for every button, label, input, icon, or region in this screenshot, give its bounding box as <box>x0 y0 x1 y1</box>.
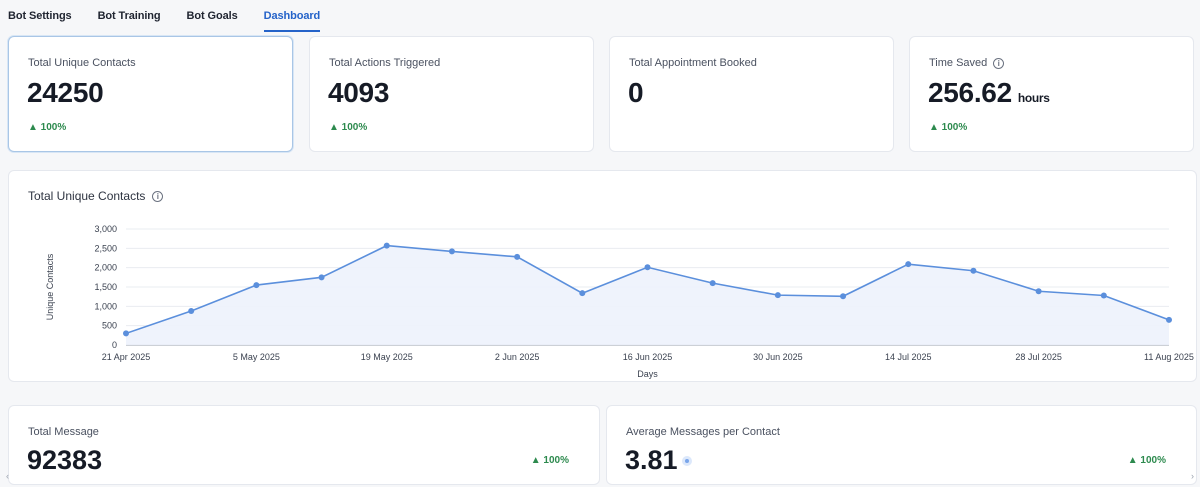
chart-data-point <box>905 261 912 268</box>
chart-data-point <box>383 242 390 249</box>
chart-data-point <box>644 264 651 271</box>
chart-data-point <box>774 292 781 299</box>
tab-bot-training[interactable]: Bot Training <box>97 10 161 22</box>
stat-value: 256.62 hours <box>928 77 1050 109</box>
stat-value-number: 3.81 <box>625 445 678 475</box>
chart-x-tick-label: 19 May 2025 <box>361 352 413 362</box>
chart-x-tick-label: 21 Apr 2025 <box>102 352 151 362</box>
stat-card-unique-contacts[interactable]: Total Unique Contacts 24250 ▲ 100% <box>8 36 293 152</box>
chart-y-tick-label: 1,500 <box>94 282 117 292</box>
chart-y-tick-label: 500 <box>102 321 117 331</box>
info-icon[interactable]: i <box>152 190 164 202</box>
chart-data-point <box>1100 292 1107 299</box>
stat-card-avg-messages[interactable]: Average Messages per Contact 3.81 ▲ 100% <box>606 405 1197 485</box>
stat-title: Average Messages per Contact <box>626 426 780 438</box>
chart-data-point <box>448 248 455 255</box>
chart-data-point <box>1035 288 1042 295</box>
scroll-right-icon[interactable]: › <box>1191 471 1194 481</box>
stat-value: 4093 <box>328 77 390 108</box>
chart-y-tick-label: 0 <box>112 340 117 350</box>
stat-change: ▲ 100% <box>28 122 67 133</box>
chart-data-point <box>579 290 586 297</box>
chart-y-tick-label: 2,500 <box>94 243 117 253</box>
chart-y-tick-label: 2,000 <box>94 263 117 273</box>
stat-value: 3.81 <box>625 445 692 476</box>
chart-data-point <box>1166 316 1172 323</box>
chart-x-tick-label: 2 Jun 2025 <box>495 352 540 362</box>
chart-data-point <box>253 282 260 289</box>
stat-card-appointments-booked[interactable]: Total Appointment Booked 0 <box>609 36 894 152</box>
chart-y-tick-label: 1,000 <box>94 301 117 311</box>
chart-title: Total Unique Contacts i <box>28 189 164 203</box>
stat-value: 92383 <box>27 445 103 475</box>
chart-title-text: Total Unique Contacts <box>28 189 146 203</box>
stat-title: Total Appointment Booked <box>629 57 757 69</box>
chart-x-axis-label: Days <box>637 369 658 379</box>
stat-title: Time Saved i <box>929 57 1005 69</box>
chart-x-tick-label: 14 Jul 2025 <box>885 352 932 362</box>
chart-y-axis-label: Unique Contacts <box>45 253 55 320</box>
chart-x-tick-label: 30 Jun 2025 <box>753 352 803 362</box>
stat-change: ▲ 100% <box>929 122 968 133</box>
info-icon[interactable]: i <box>993 57 1005 69</box>
stat-value: 0 <box>628 77 644 108</box>
chart-data-point <box>514 253 521 260</box>
stat-card-actions-triggered[interactable]: Total Actions Triggered 4093 ▲ 100% <box>309 36 594 152</box>
scroll-left-icon[interactable]: ‹ <box>6 471 9 481</box>
stat-title: Total Actions Triggered <box>329 57 441 69</box>
stat-value-number: 256.62 <box>928 77 1012 108</box>
tab-bot-goals[interactable]: Bot Goals <box>186 10 238 22</box>
chart-data-point <box>318 274 325 281</box>
chart-data-point <box>709 280 716 287</box>
status-dot-icon <box>681 455 692 466</box>
stat-change: ▲ 100% <box>329 122 368 133</box>
chart-area-fill <box>126 245 1169 345</box>
stat-card-time-saved[interactable]: Time Saved i 256.62 hours ▲ 100% <box>909 36 1194 152</box>
stat-title: Total Unique Contacts <box>28 57 136 69</box>
stat-card-total-message[interactable]: Total Message 92383 ▲ 100% <box>8 405 600 485</box>
chart-data-point <box>123 330 129 337</box>
stat-title-text: Time Saved <box>929 57 988 69</box>
chart-x-tick-label: 28 Jul 2025 <box>1015 352 1062 362</box>
stat-value: 24250 <box>27 77 104 108</box>
chart-data-point <box>840 293 847 300</box>
unique-contacts-chart: 0 500 1,000 1,500 2,000 2,500 3,000 21 Apr 2025… <box>45 224 1194 379</box>
tab-bar: Bot Settings Bot Training Bot Goals Dash… <box>0 0 1200 32</box>
chart-data-point <box>970 267 977 274</box>
chart-x-tick-label: 5 May 2025 <box>233 352 280 362</box>
chart-x-tick-label: 16 Jun 2025 <box>623 352 673 362</box>
chart-card-unique-contacts: Total Unique Contacts i 0 500 1,000 1,500 2,… <box>8 170 1197 382</box>
stat-change: ▲ 100% <box>1127 455 1166 466</box>
stat-unit: hours <box>1017 91 1050 105</box>
stat-title: Total Message <box>28 426 99 438</box>
tab-bot-settings[interactable]: Bot Settings <box>8 10 72 22</box>
chart-y-tick-label: 3,000 <box>94 224 117 234</box>
chart-x-tick-label: 11 Aug 2025 <box>1144 352 1194 362</box>
stat-change: ▲ 100% <box>530 455 569 466</box>
tab-dashboard[interactable]: Dashboard <box>263 10 320 32</box>
chart-data-point <box>188 307 195 314</box>
